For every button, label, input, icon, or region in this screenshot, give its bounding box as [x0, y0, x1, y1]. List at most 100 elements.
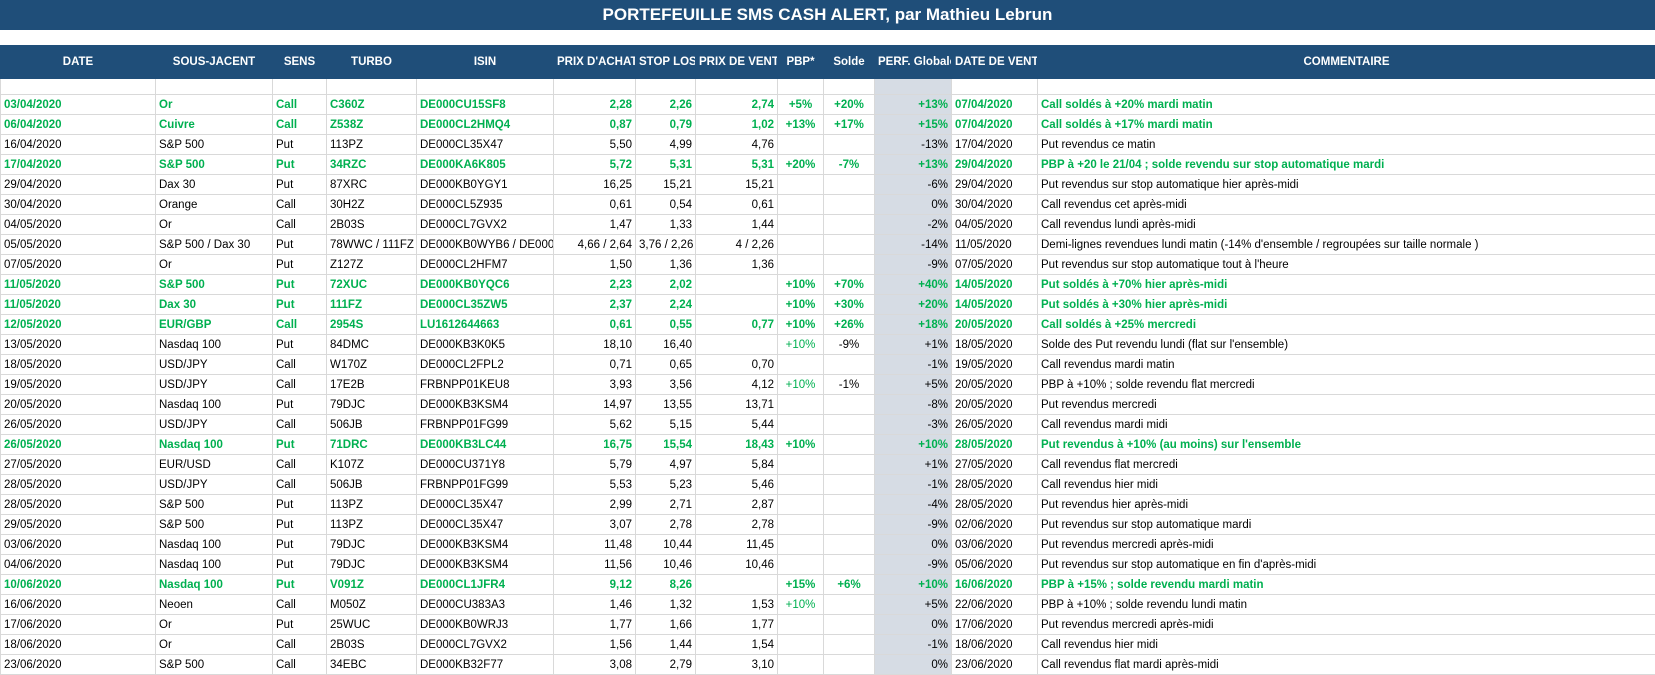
- cell-isin[interactable]: DE000CL2HFM7: [417, 255, 554, 275]
- cell-pbp[interactable]: [778, 215, 824, 235]
- cell-solde[interactable]: [824, 595, 875, 615]
- cell-prix-vente[interactable]: [696, 275, 778, 295]
- cell-date-vente[interactable]: 30/04/2020: [952, 195, 1038, 215]
- cell-stop-loss[interactable]: 16,40: [636, 335, 696, 355]
- cell-pbp[interactable]: +10%: [778, 375, 824, 395]
- cell-solde[interactable]: [824, 175, 875, 195]
- cell-solde[interactable]: [824, 475, 875, 495]
- cell-prix-vente[interactable]: 1,54: [696, 635, 778, 655]
- cell-stop-loss[interactable]: 1,33: [636, 215, 696, 235]
- cell-perf-globale[interactable]: -3%: [875, 415, 952, 435]
- cell-solde[interactable]: -9%: [824, 335, 875, 355]
- cell-prix-achat[interactable]: 0,61: [554, 315, 636, 335]
- cell-date[interactable]: 23/06/2020: [1, 655, 156, 675]
- cell-sens[interactable]: Put: [273, 555, 327, 575]
- col-header-stop-loss[interactable]: STOP LOSS: [636, 46, 696, 79]
- cell-perf-globale[interactable]: -2%: [875, 215, 952, 235]
- cell-prix-vente[interactable]: 13,71: [696, 395, 778, 415]
- cell-stop-loss[interactable]: 15,54: [636, 435, 696, 455]
- cell-prix-achat[interactable]: 1,46: [554, 595, 636, 615]
- cell-commentaire[interactable]: Put soldés à +70% hier après-midi: [1038, 275, 1655, 295]
- cell-isin[interactable]: DE000CU383A3: [417, 595, 554, 615]
- cell-isin[interactable]: DE000KB0YQC6: [417, 275, 554, 295]
- cell-commentaire[interactable]: Call soldés à +25% mercredi: [1038, 315, 1655, 335]
- cell-pbp[interactable]: +13%: [778, 115, 824, 135]
- cell-pbp[interactable]: [778, 615, 824, 635]
- cell-turbo[interactable]: 72XUC: [327, 275, 417, 295]
- cell-pbp[interactable]: [778, 395, 824, 415]
- cell-stop-loss[interactable]: 2,71: [636, 495, 696, 515]
- cell-commentaire[interactable]: Put revendus à +10% (au moins) sur l'ens…: [1038, 435, 1655, 455]
- cell-perf-globale[interactable]: +13%: [875, 95, 952, 115]
- cell-isin[interactable]: DE000CL5Z935: [417, 195, 554, 215]
- cell-turbo[interactable]: 113PZ: [327, 135, 417, 155]
- cell-sous-jacent[interactable]: S&P 500: [156, 495, 273, 515]
- cell-date[interactable]: 26/05/2020: [1, 435, 156, 455]
- cell-turbo[interactable]: 113PZ: [327, 515, 417, 535]
- cell-commentaire[interactable]: Put revendus mercredi après-midi: [1038, 615, 1655, 635]
- cell-pbp[interactable]: +10%: [778, 275, 824, 295]
- cell-prix-achat[interactable]: 2,28: [554, 95, 636, 115]
- cell-perf-globale[interactable]: +40%: [875, 275, 952, 295]
- col-header-isin[interactable]: ISIN: [417, 46, 554, 79]
- cell-commentaire[interactable]: PBP à +20 le 21/04 ; solde revendu sur s…: [1038, 155, 1655, 175]
- cell-stop-loss[interactable]: 3,76 / 2,26: [636, 235, 696, 255]
- cell-turbo[interactable]: Z538Z: [327, 115, 417, 135]
- cell-turbo[interactable]: 34EBC: [327, 655, 417, 675]
- cell-date-vente[interactable]: 22/06/2020: [952, 595, 1038, 615]
- cell-commentaire[interactable]: Put revendus ce matin: [1038, 135, 1655, 155]
- cell-solde[interactable]: [824, 615, 875, 635]
- cell-perf-globale[interactable]: 0%: [875, 655, 952, 675]
- cell-isin[interactable]: DE000CL1JFR4: [417, 575, 554, 595]
- cell-turbo[interactable]: 34RZC: [327, 155, 417, 175]
- cell-date[interactable]: 12/05/2020: [1, 315, 156, 335]
- cell-prix-achat[interactable]: 3,93: [554, 375, 636, 395]
- cell-date[interactable]: 11/05/2020: [1, 295, 156, 315]
- cell-date-vente[interactable]: 29/04/2020: [952, 175, 1038, 195]
- cell-pbp[interactable]: +5%: [778, 95, 824, 115]
- cell-isin[interactable]: DE000CU371Y8: [417, 455, 554, 475]
- cell-pbp[interactable]: [778, 515, 824, 535]
- cell-pbp[interactable]: [778, 535, 824, 555]
- cell-stop-loss[interactable]: 5,31: [636, 155, 696, 175]
- cell-perf-globale[interactable]: +5%: [875, 595, 952, 615]
- cell-sous-jacent[interactable]: Nasdaq 100: [156, 435, 273, 455]
- cell-solde[interactable]: [824, 195, 875, 215]
- cell-solde[interactable]: -1%: [824, 375, 875, 395]
- cell-sous-jacent[interactable]: S&P 500: [156, 135, 273, 155]
- cell-turbo[interactable]: 2B03S: [327, 215, 417, 235]
- cell-solde[interactable]: +17%: [824, 115, 875, 135]
- col-header-pbp[interactable]: PBP*: [778, 46, 824, 79]
- cell-stop-loss[interactable]: 13,55: [636, 395, 696, 415]
- cell-sens[interactable]: Put: [273, 155, 327, 175]
- cell-prix-vente[interactable]: 4 / 2,26: [696, 235, 778, 255]
- cell-date[interactable]: 18/06/2020: [1, 635, 156, 655]
- cell-sous-jacent[interactable]: Nasdaq 100: [156, 335, 273, 355]
- cell-date[interactable]: 07/05/2020: [1, 255, 156, 275]
- cell-prix-vente[interactable]: 5,31: [696, 155, 778, 175]
- cell-solde[interactable]: [824, 415, 875, 435]
- cell-isin[interactable]: DE000CL35X47: [417, 135, 554, 155]
- cell-turbo[interactable]: K107Z: [327, 455, 417, 475]
- cell-date-vente[interactable]: 18/06/2020: [952, 635, 1038, 655]
- cell-isin[interactable]: DE000CL2HMQ4: [417, 115, 554, 135]
- cell-prix-achat[interactable]: 2,99: [554, 495, 636, 515]
- cell-solde[interactable]: -7%: [824, 155, 875, 175]
- cell-perf-globale[interactable]: -9%: [875, 555, 952, 575]
- cell-prix-achat[interactable]: 5,79: [554, 455, 636, 475]
- cell-solde[interactable]: [824, 435, 875, 455]
- cell-perf-globale[interactable]: +13%: [875, 155, 952, 175]
- cell-perf-globale[interactable]: +18%: [875, 315, 952, 335]
- cell-pbp[interactable]: [778, 475, 824, 495]
- cell-pbp[interactable]: [778, 655, 824, 675]
- cell-solde[interactable]: [824, 395, 875, 415]
- col-header-prix-vente[interactable]: PRIX DE VENTE: [696, 46, 778, 79]
- cell-commentaire[interactable]: Call soldés à +20% mardi matin: [1038, 95, 1655, 115]
- cell-sous-jacent[interactable]: USD/JPY: [156, 475, 273, 495]
- cell-stop-loss[interactable]: 0,79: [636, 115, 696, 135]
